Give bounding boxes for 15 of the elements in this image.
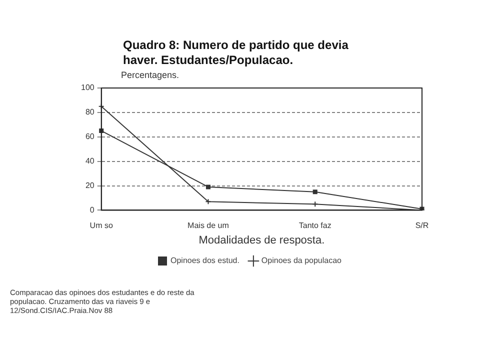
chart-title: Quadro 8: Numero de partido que devia haver. Estudantes/Populacao. [123,38,350,68]
y-tick-label: 0 [90,205,95,214]
x-axis-title: Modalidades de resposta. [198,234,325,246]
y-tick-label: 20 [85,180,95,190]
x-tick-label: Mais de um [188,221,230,230]
y-axis-title: Percentagens. [121,70,180,80]
legend-label: Opinoes da populacao [261,256,342,266]
x-tick-label: S/R [415,221,429,230]
legend-label: Opinoes dos estud. [170,256,240,266]
y-tick-label: 60 [85,132,95,142]
x-tick-label: Um so [90,221,114,230]
y-tick-label: 100 [80,83,95,92]
y-tick-label: 40 [85,156,95,166]
y-tick-label: 80 [85,108,95,117]
x-tick-label: Tanto faz [298,221,332,230]
